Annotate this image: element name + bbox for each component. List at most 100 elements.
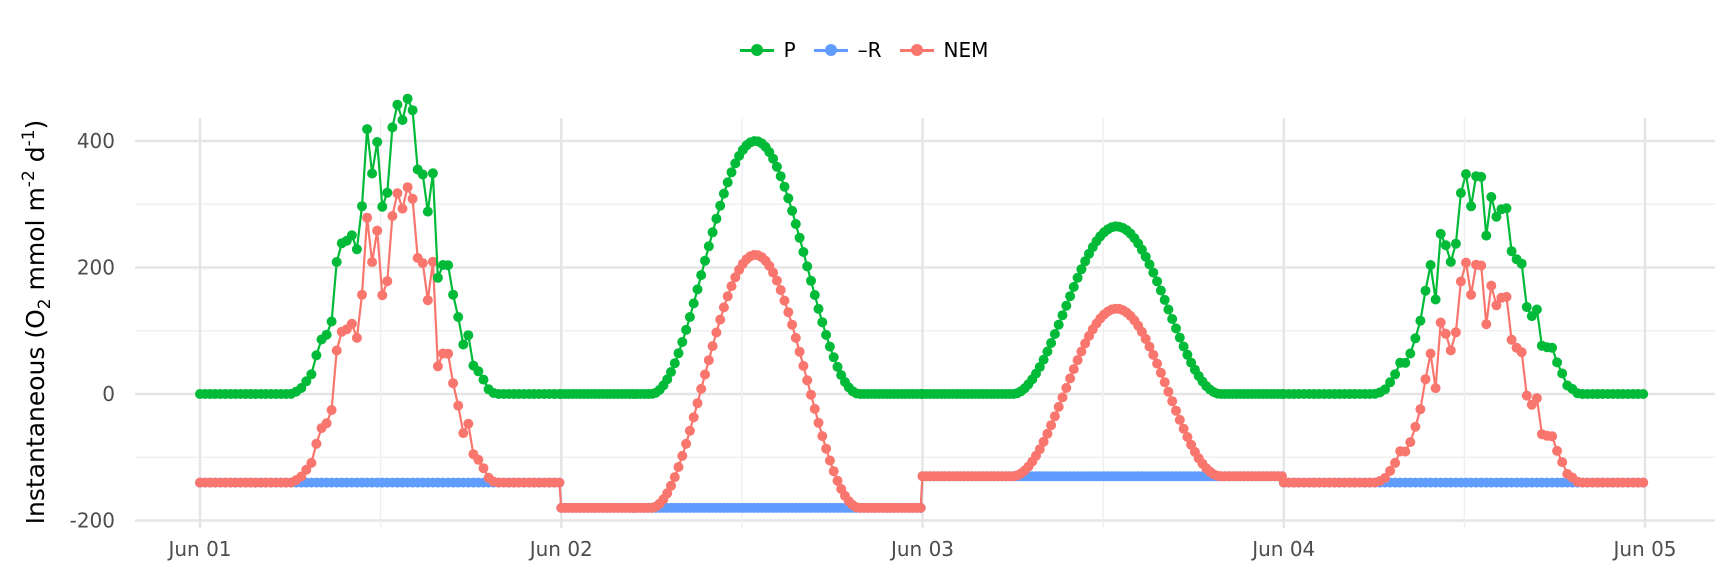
data-point-nem [828, 466, 839, 477]
legend-label-r: –R [857, 38, 882, 62]
data-point-p [677, 337, 688, 347]
data-point-p [1049, 329, 1060, 339]
data-point-nem [362, 212, 373, 223]
data-point-nem [346, 318, 357, 329]
data-point-nem [1144, 341, 1155, 352]
data-point-nem [1476, 260, 1487, 271]
data-point-nem [1046, 420, 1057, 431]
x-tick-label: Jun 03 [889, 537, 954, 561]
data-point-nem [1638, 477, 1649, 488]
data-point-nem [802, 375, 813, 386]
data-point-nem [382, 276, 393, 287]
data-point-nem [1171, 405, 1181, 416]
data-point-p [798, 247, 809, 257]
data-point-p [684, 312, 695, 322]
data-point-p [707, 227, 718, 238]
data-point-p [1481, 230, 1492, 241]
data-point-nem [1038, 436, 1049, 447]
data-point-nem [915, 502, 926, 513]
data-point-p [1076, 264, 1087, 275]
data-point-p [1159, 294, 1170, 305]
legend-label-p: P [783, 38, 796, 62]
data-point-p [463, 330, 474, 341]
data-point-p [688, 298, 699, 309]
series [195, 93, 1649, 513]
data-point-p [802, 261, 813, 272]
data-point-nem [1425, 348, 1436, 359]
data-point-p [673, 348, 684, 359]
data-point-nem [1450, 327, 1461, 338]
data-point-nem [696, 383, 707, 394]
data-point-p [1034, 362, 1045, 372]
data-point-nem [427, 256, 438, 267]
y-tick-label: 200 [77, 256, 115, 280]
data-point-nem [448, 378, 459, 389]
data-point-nem [1034, 444, 1045, 455]
data-point-nem [311, 438, 322, 449]
y-tick-label: 0 [102, 382, 115, 406]
data-point-p [1178, 341, 1189, 352]
data-point-p [1042, 346, 1053, 357]
data-point-nem [301, 464, 312, 475]
data-point-p [306, 369, 317, 380]
legend-item-r: –R [813, 38, 882, 62]
data-point-nem [1415, 404, 1426, 415]
legend: P –R NEM [0, 38, 1728, 62]
data-point-p [1140, 251, 1151, 262]
data-point-p [1390, 369, 1401, 380]
data-point-p [1531, 304, 1542, 315]
data-point-nem [798, 360, 809, 371]
data-point-nem [1182, 432, 1193, 442]
data-point-p [1516, 258, 1527, 269]
data-point-p [1182, 349, 1193, 360]
data-point-nem [681, 438, 692, 449]
data-point-p [1061, 300, 1072, 311]
data-point-p [783, 193, 794, 204]
data-point-p [1430, 294, 1441, 305]
data-point-nem [372, 225, 383, 236]
data-point-nem [321, 418, 332, 429]
data-point-nem [768, 267, 779, 278]
data-point-nem [677, 450, 688, 461]
data-point-nem [554, 477, 565, 488]
data-point-nem [1061, 382, 1072, 393]
y-tick-labels: 400 200 0 -200 [70, 129, 115, 533]
data-point-nem [1461, 257, 1471, 268]
data-point-nem [703, 355, 714, 366]
data-point-nem [1152, 358, 1163, 369]
data-point-nem [367, 257, 378, 268]
data-point-nem [1445, 345, 1456, 356]
data-point-p [357, 201, 367, 212]
data-point-nem [1178, 423, 1189, 434]
data-point-p [1380, 384, 1390, 395]
data-point-nem [730, 272, 741, 283]
data-point-p [1552, 357, 1563, 368]
data-point-nem [821, 443, 832, 454]
data-point-nem [1148, 349, 1159, 360]
data-point-nem [1076, 346, 1087, 357]
data-point-p [821, 329, 832, 340]
data-point-p [681, 324, 692, 335]
data-point-nem [669, 472, 680, 483]
data-point-p [453, 312, 464, 322]
data-point-nem [779, 295, 790, 306]
data-point-p [722, 177, 733, 188]
data-point-p [1080, 256, 1091, 267]
data-point-nem [331, 345, 342, 356]
y-tick-label: -200 [70, 509, 115, 533]
data-point-p [1547, 342, 1558, 353]
data-point-nem [662, 488, 673, 499]
data-point-nem [1159, 377, 1170, 388]
data-point-p [779, 181, 790, 192]
data-point-p [1046, 338, 1057, 348]
data-point-p [351, 244, 362, 255]
data-point-nem [417, 258, 428, 269]
data-point-p [1461, 169, 1471, 180]
data-point-nem [306, 457, 317, 468]
data-point-p [326, 316, 337, 327]
data-point-nem [1057, 392, 1068, 403]
data-point-nem [722, 291, 733, 302]
data-point-nem [402, 182, 413, 193]
data-point-nem [813, 417, 824, 428]
data-point-p [382, 187, 393, 198]
